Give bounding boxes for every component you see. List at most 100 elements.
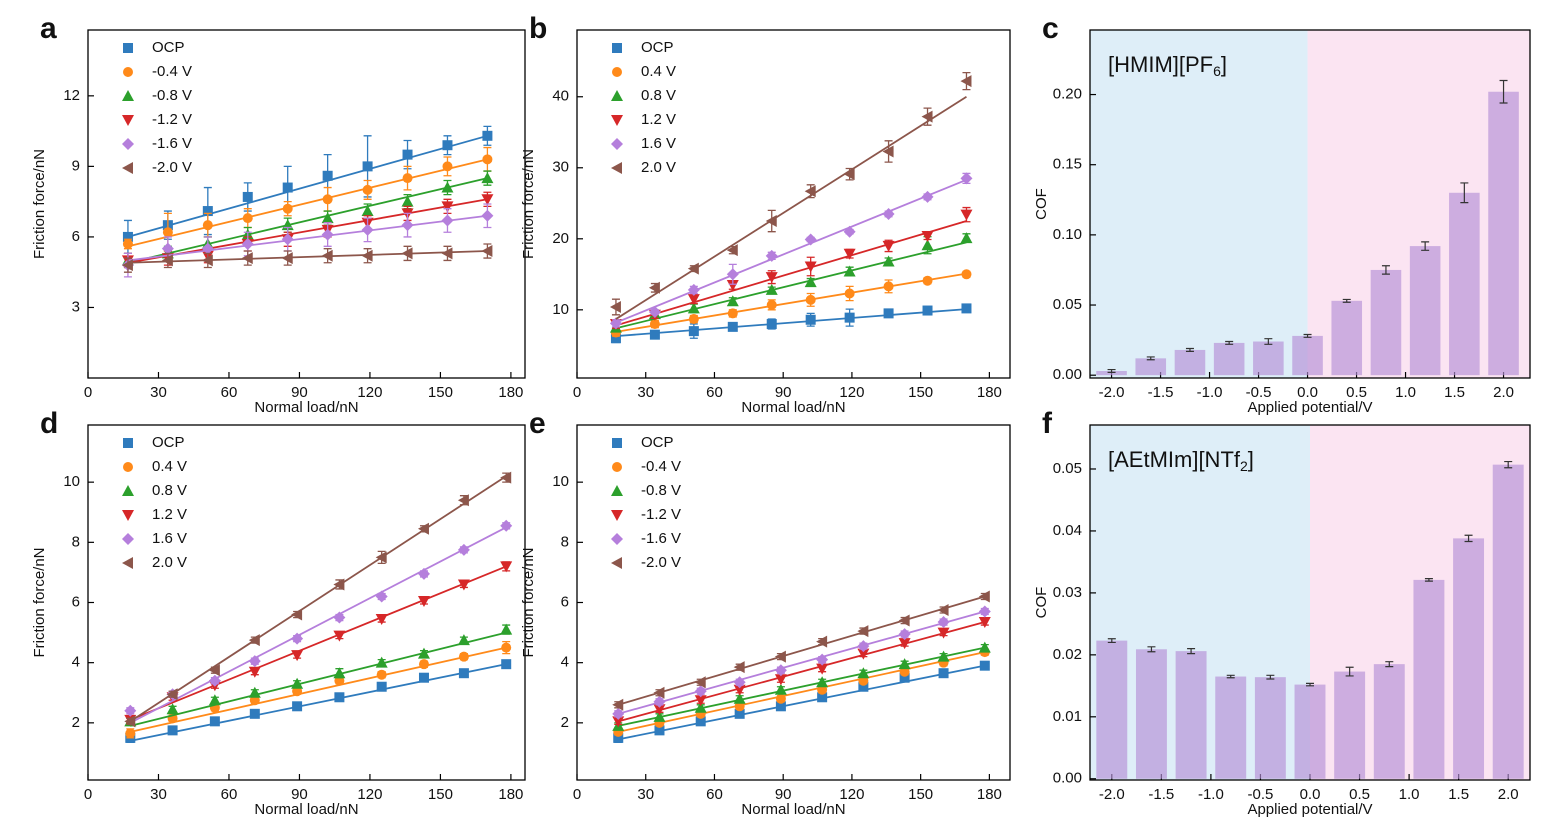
marker bbox=[161, 254, 173, 267]
legend-label: 1.6 V bbox=[152, 530, 187, 547]
marker bbox=[765, 249, 778, 262]
y-axis-label: Friction force/nN bbox=[31, 149, 48, 259]
marker bbox=[481, 194, 494, 206]
marker bbox=[375, 551, 387, 564]
legend-marker bbox=[611, 138, 623, 150]
marker bbox=[500, 471, 512, 484]
fit-line bbox=[615, 220, 967, 327]
marker bbox=[334, 692, 345, 703]
marker bbox=[734, 701, 745, 712]
marker bbox=[805, 314, 816, 325]
marker bbox=[124, 704, 137, 717]
marker bbox=[648, 305, 661, 318]
marker bbox=[694, 695, 707, 707]
error-bar bbox=[1424, 578, 1433, 582]
marker bbox=[361, 223, 374, 236]
legend-label: -0.4 V bbox=[152, 63, 192, 80]
marker bbox=[166, 703, 179, 715]
error-bar bbox=[1306, 682, 1314, 687]
marker bbox=[417, 567, 430, 580]
marker bbox=[921, 190, 934, 203]
y-tick-label: 40 bbox=[552, 88, 569, 105]
marker bbox=[122, 231, 133, 242]
fit-line bbox=[129, 565, 507, 721]
legend-marker bbox=[123, 462, 133, 472]
marker bbox=[726, 244, 738, 257]
y-tick-label: 0.00 bbox=[1053, 366, 1082, 383]
marker bbox=[694, 685, 707, 698]
bar bbox=[1294, 684, 1326, 779]
fit-line bbox=[127, 158, 488, 248]
y-tick-label: 8 bbox=[72, 533, 80, 550]
y-tick-label: 20 bbox=[552, 230, 569, 247]
marker bbox=[733, 684, 746, 696]
marker bbox=[844, 312, 855, 323]
fit-line bbox=[615, 241, 967, 330]
annotation-end: ] bbox=[1248, 447, 1254, 472]
y-tick-label: 0.05 bbox=[1053, 460, 1082, 477]
x-tick-label: 0.5 bbox=[1346, 384, 1367, 401]
marker bbox=[249, 708, 260, 719]
legend-label: OCP bbox=[152, 39, 185, 56]
bar bbox=[1449, 192, 1480, 376]
marker bbox=[401, 195, 414, 207]
marker bbox=[727, 308, 738, 319]
panel-label: e bbox=[529, 407, 546, 440]
legend-label: -1.6 V bbox=[641, 530, 681, 547]
legend-label: 1.2 V bbox=[152, 506, 187, 523]
x-tick-label: 60 bbox=[706, 384, 723, 401]
fit-line bbox=[127, 214, 488, 262]
marker bbox=[401, 247, 413, 260]
legend-marker bbox=[122, 90, 134, 101]
fit-line bbox=[127, 177, 488, 264]
y-tick-label: 2 bbox=[72, 714, 80, 731]
x-tick-label: 120 bbox=[357, 384, 382, 401]
error-bar bbox=[1504, 460, 1513, 469]
legend-label: 2.0 V bbox=[641, 159, 676, 176]
marker bbox=[804, 185, 816, 198]
marker bbox=[653, 704, 666, 716]
legend-marker bbox=[611, 90, 623, 101]
x-tick-label: 0 bbox=[84, 786, 92, 803]
marker bbox=[960, 232, 973, 244]
marker bbox=[937, 627, 950, 639]
bar bbox=[1174, 349, 1206, 376]
bar bbox=[1370, 269, 1402, 376]
y-tick-label: 0.04 bbox=[1053, 522, 1082, 539]
marker bbox=[653, 695, 666, 708]
marker bbox=[248, 666, 261, 678]
marker bbox=[162, 227, 173, 238]
panel-label: c bbox=[1042, 12, 1059, 45]
marker bbox=[291, 608, 303, 621]
marker bbox=[648, 281, 660, 294]
marker bbox=[457, 494, 469, 507]
marker bbox=[978, 605, 991, 618]
x-tick-label: 0 bbox=[573, 786, 581, 803]
legend-marker bbox=[123, 67, 133, 77]
annotation-sub: 6 bbox=[1213, 63, 1221, 79]
marker bbox=[844, 288, 855, 299]
marker bbox=[804, 276, 817, 288]
y-tick-label: 0.10 bbox=[1053, 226, 1082, 243]
marker bbox=[817, 684, 828, 695]
y-tick-label: 6 bbox=[561, 593, 569, 610]
legend-label: 1.2 V bbox=[641, 111, 676, 128]
y-tick-label: 10 bbox=[552, 301, 569, 318]
marker bbox=[765, 283, 778, 295]
marker bbox=[248, 634, 260, 647]
marker bbox=[610, 333, 621, 344]
marker bbox=[457, 634, 470, 646]
error-bar bbox=[1464, 534, 1473, 543]
legend-marker bbox=[123, 43, 133, 53]
marker bbox=[649, 329, 660, 340]
marker bbox=[687, 294, 700, 306]
marker bbox=[241, 237, 254, 250]
marker bbox=[122, 238, 133, 249]
marker bbox=[774, 650, 786, 663]
marker bbox=[843, 248, 856, 260]
legend-label: -2.0 V bbox=[641, 554, 681, 571]
error-bar bbox=[1107, 368, 1116, 373]
x-axis-label: Applied potential/V bbox=[1247, 399, 1372, 416]
marker bbox=[843, 168, 855, 181]
panel-label: d bbox=[40, 407, 58, 440]
